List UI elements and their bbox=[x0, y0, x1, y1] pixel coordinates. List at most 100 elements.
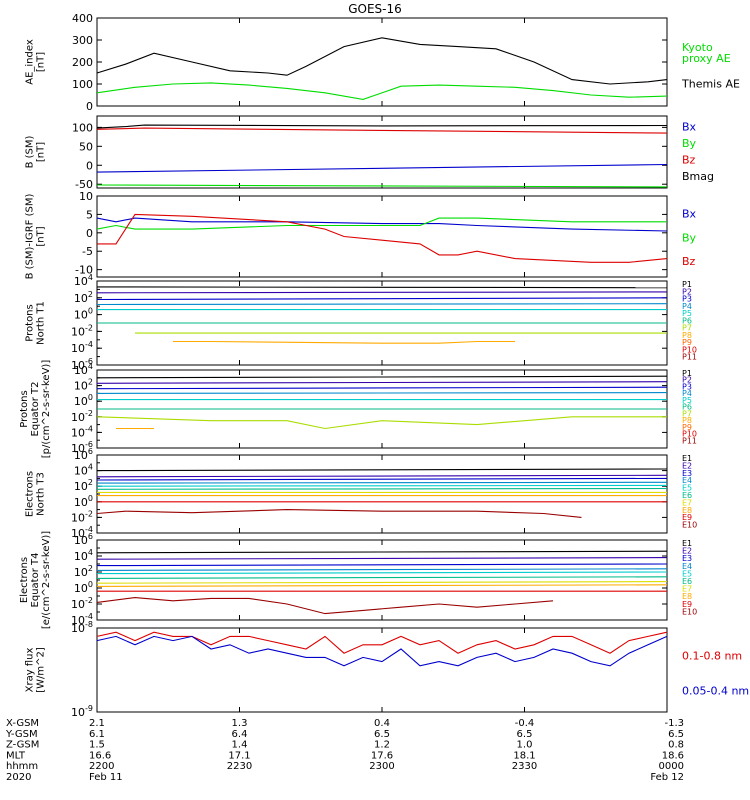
y-axis-label: [nT] bbox=[36, 226, 47, 246]
legend-entry: E8 bbox=[682, 592, 692, 601]
legend-entry: E3 bbox=[682, 554, 692, 563]
series-line-p2 bbox=[96, 381, 668, 384]
series-line-p1 bbox=[96, 375, 668, 379]
series-line-e10 bbox=[96, 597, 554, 615]
y-tick-label: 100 bbox=[74, 580, 93, 595]
axis-row-label: 2020 bbox=[6, 772, 31, 783]
series-line-bmag bbox=[96, 124, 668, 129]
y-tick-label: 300 bbox=[72, 34, 93, 47]
y-tick-label: -50 bbox=[75, 178, 93, 191]
legend-entry: E6 bbox=[682, 577, 692, 586]
legend-entry: Bz bbox=[682, 153, 696, 166]
y-axis-label: [e/(cm^2-s-sr-keV)] bbox=[41, 531, 52, 629]
legend-entry: E1 bbox=[682, 539, 692, 548]
y-tick-label: 10-2 bbox=[71, 323, 93, 338]
legend-entry: E2 bbox=[682, 461, 692, 470]
series-line-p4 bbox=[96, 392, 668, 394]
y-tick-label: 106 bbox=[74, 532, 93, 547]
series-line-e2 bbox=[96, 474, 668, 478]
legend-entry: P9 bbox=[682, 338, 692, 347]
y-tick-label: 102 bbox=[74, 478, 93, 493]
series-line-bx bbox=[96, 217, 668, 232]
legend-entry: E9 bbox=[682, 513, 692, 522]
y-tick-label: -10 bbox=[75, 264, 93, 277]
legend-entry: P11 bbox=[682, 353, 697, 362]
panel-2: -50 0 50 100 B (SM) [nT] Bx By Bz Bmag bbox=[25, 115, 714, 191]
legend-entry: Bx bbox=[682, 207, 697, 220]
y-tick-label: 10-9 bbox=[71, 704, 93, 719]
legend-entry: P10 bbox=[682, 345, 697, 354]
axis-row-value: 2230 bbox=[227, 761, 252, 772]
axis-row-label: X-GSM bbox=[6, 718, 39, 729]
legend-entry: P8 bbox=[682, 416, 692, 425]
axis-row-value: 18.1 bbox=[513, 750, 535, 761]
y-tick-label: -5 bbox=[82, 245, 93, 258]
y-tick-label: 104 bbox=[74, 273, 93, 288]
y-axis-label: B (SM)-IGRF (SM) bbox=[25, 194, 36, 280]
y-axis-label: Equator T4 bbox=[30, 553, 41, 608]
series-line-0-1-0-8-nm bbox=[96, 631, 668, 654]
axis-row-value: 0.4 bbox=[374, 718, 390, 729]
axis-row-value: 17.1 bbox=[228, 750, 250, 761]
legend-entry: E9 bbox=[682, 600, 692, 609]
series-line-0-05-0-4-nm bbox=[96, 635, 668, 667]
y-axis-label: Xray flux bbox=[25, 648, 36, 693]
y-tick-label: 104 bbox=[74, 463, 93, 478]
legend-entry: proxy AE bbox=[682, 52, 731, 65]
legend-entry: E4 bbox=[682, 562, 692, 571]
y-tick-label: 100 bbox=[74, 307, 93, 322]
axis-row-value: 6.5 bbox=[517, 729, 533, 740]
axis-row-label: MLT bbox=[6, 750, 26, 761]
legend-entry: P1 bbox=[682, 369, 692, 378]
legend-entry: Bmag bbox=[682, 170, 714, 183]
axis-row-value: 1.5 bbox=[89, 740, 105, 751]
y-tick-label: 106 bbox=[74, 447, 93, 462]
series-line-e5 bbox=[96, 484, 668, 487]
series-line-e8 bbox=[96, 584, 668, 587]
y-tick-label: 104 bbox=[74, 548, 93, 563]
series-line-e2 bbox=[96, 557, 668, 560]
series-line-e5 bbox=[96, 571, 668, 575]
panel-8: 10-8 10-9 Xray flux [W/m^2] 0.1-0.8 nm 0.05-0… bbox=[25, 620, 750, 719]
axis-row-value: 0000 bbox=[659, 761, 684, 772]
axis-row-value: 16.6 bbox=[89, 750, 111, 761]
y-axis-label: [p/(cm^2-s-sr-keV)] bbox=[41, 360, 52, 459]
y-axis-label: [nT] bbox=[36, 52, 47, 72]
series-line-p3 bbox=[96, 386, 668, 390]
legend-entry: P7 bbox=[682, 324, 692, 333]
y-axis-label: [nT] bbox=[36, 142, 47, 162]
legend-entry: Kyoto bbox=[682, 41, 713, 54]
legend-entry: E4 bbox=[682, 476, 692, 485]
legend-entry: E5 bbox=[682, 569, 692, 578]
y-tick-label: 0 bbox=[86, 100, 93, 113]
y-tick-label: 102 bbox=[74, 564, 93, 579]
axis-row-value: 6.5 bbox=[374, 729, 390, 740]
legend-entry: E8 bbox=[682, 506, 692, 515]
axis-row-value: 6.4 bbox=[232, 729, 248, 740]
legend-entry: E7 bbox=[682, 498, 692, 507]
legend-entry: P10 bbox=[682, 430, 697, 439]
legend-entry: Bx bbox=[682, 121, 697, 134]
series-line-by bbox=[96, 217, 667, 230]
axis-row-value: Feb 11 bbox=[89, 772, 123, 783]
axis-row-value: 1.3 bbox=[232, 718, 248, 729]
legend-entry: 0.05-0.4 nm bbox=[682, 685, 749, 698]
legend-entry: Themis AE bbox=[681, 78, 740, 91]
axis-row-label: hhmm bbox=[6, 761, 38, 772]
legend-entry: P3 bbox=[682, 295, 692, 304]
series-line-p7 bbox=[96, 416, 667, 430]
y-tick-label: 100 bbox=[72, 78, 93, 91]
axis-row-value: -0.4 bbox=[515, 718, 535, 729]
axis-row-value: 2300 bbox=[369, 761, 394, 772]
axis-row-value: 1.4 bbox=[232, 740, 248, 751]
panel-frame bbox=[96, 195, 668, 278]
legend-entry: E3 bbox=[682, 469, 692, 478]
series-line-p3 bbox=[96, 297, 668, 301]
y-tick-label: 200 bbox=[72, 56, 93, 69]
series-line-p2 bbox=[96, 291, 668, 294]
